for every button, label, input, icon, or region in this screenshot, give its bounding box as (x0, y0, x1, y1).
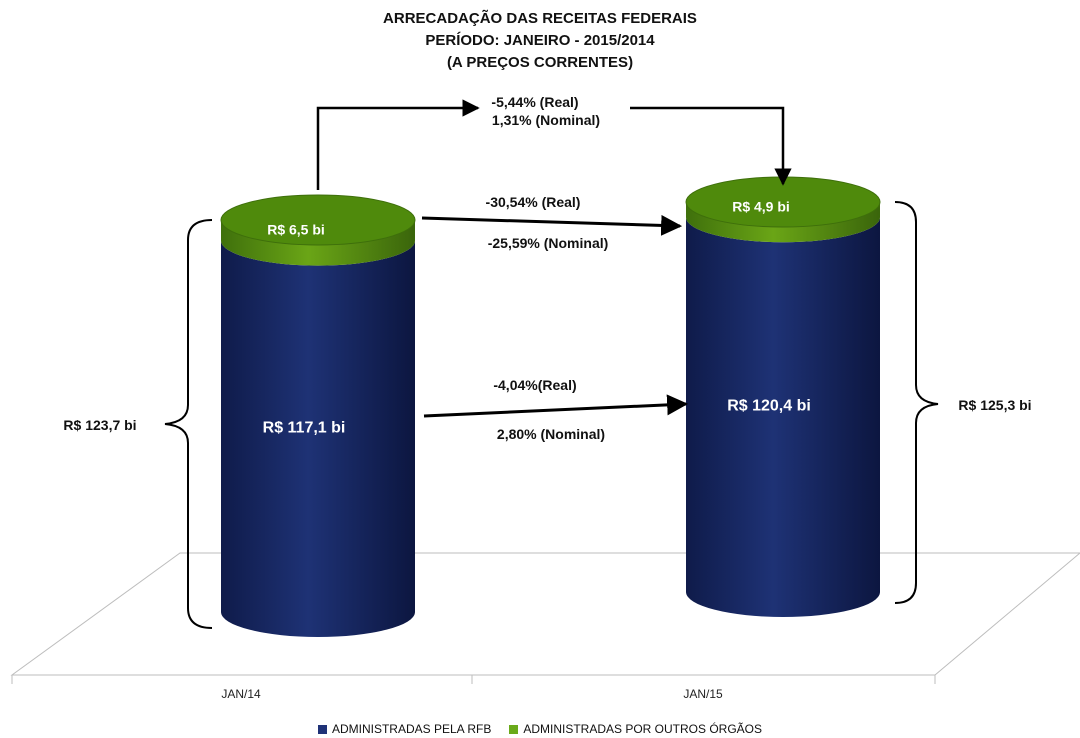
rfb-change-real: -4,04%(Real) (493, 377, 576, 393)
chart-title: ARRECADAÇÃO DAS RECEITAS FEDERAIS PERÍOD… (0, 8, 1080, 74)
category-label-jan15: JAN/15 (683, 687, 723, 701)
legend-swatch-rfb (317, 724, 327, 734)
total-change-real: -5,44% (Real) (491, 94, 578, 110)
legend-label-rfb: ADMINISTRADAS PELA RFB (331, 722, 492, 736)
outros-change-arrow (421, 214, 683, 236)
total-label-jan14: R$ 123,7 bi (63, 417, 136, 433)
data-label-rfb-jan14: R$ 117,1 bi (263, 419, 346, 436)
chart-floor (10, 552, 1080, 676)
total-change-nominal: 1,31% (Nominal) (492, 112, 600, 128)
legend-label-outros: ADMINISTRADAS POR OUTROS ÓRGÃOS (523, 722, 763, 736)
chart-title-line1: ARRECADAÇÃO DAS RECEITAS FEDERAIS (383, 10, 697, 27)
total-label-jan15: R$ 125,3 bi (958, 397, 1031, 413)
total-bracket-right (894, 201, 939, 604)
rfb-change-arrow (423, 394, 689, 418)
outros-change-real: -30,54% (Real) (486, 194, 581, 210)
legend-item-rfb: ADMINISTRADAS PELA RFB (317, 722, 492, 736)
total-change-arrow (316, 99, 480, 190)
data-label-rfb-jan15: R$ 120,4 bi (727, 398, 811, 415)
legend-item-outros: ADMINISTRADAS POR OUTROS ÓRGÃOS (509, 722, 762, 736)
chart-title-line3: (A PREÇOS CORRENTES) (446, 54, 634, 71)
category-label-jan14: JAN/14 (221, 687, 261, 701)
bar-rfb-jan14 (221, 240, 415, 638)
chart-legend: ADMINISTRADAS PELA RFB ADMINISTRADAS POR… (0, 722, 1080, 736)
bar-rfb-jan15 (686, 217, 880, 617)
data-label-outros-jan15: R$ 4,9 bi (732, 198, 790, 214)
total-change-arrow-right (630, 106, 792, 186)
rfb-change-nominal: 2,80% (Nominal) (497, 426, 605, 442)
cylinder-bars: R$ 6,5 bi R$ 117,1 bi R$ 4,9 bi R$ 120,4 bi (220, 176, 881, 638)
data-label-outros-jan14: R$ 6,5 bi (267, 222, 325, 238)
legend-swatch-outros (509, 724, 519, 734)
chart-title-line2: PERÍODO: JANEIRO - 2015/2014 (425, 32, 655, 49)
outros-change-nominal: -25,59% (Nominal) (488, 235, 609, 251)
total-bracket-left (164, 219, 213, 629)
bar-top-jan14 (220, 194, 416, 246)
